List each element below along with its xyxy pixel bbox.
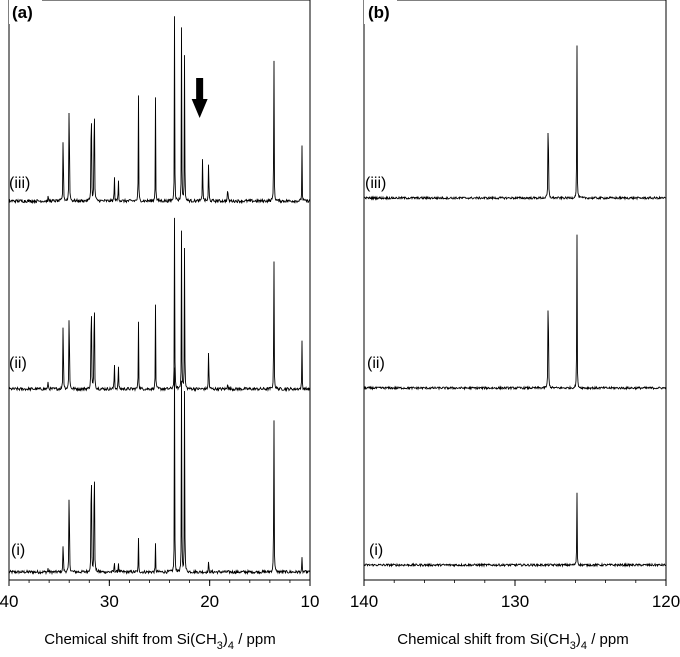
- panel-b-trace-label-iii: (iii): [365, 175, 386, 192]
- panel-a-trace-label-iii: (iii): [9, 175, 30, 192]
- panel-b: (b) (i) (ii) (iii) 140 130 120 Chemical sh…: [350, 0, 680, 652]
- panel-b-spectrum-3: [364, 45, 666, 201]
- panel-b-trace-label-ii: (ii): [367, 355, 385, 372]
- panel-b-x-tick-label-0: 140: [350, 592, 378, 611]
- panel-a-arrow-annotation: [191, 78, 208, 118]
- panel-b-x-tick-label-1: 130: [501, 592, 529, 611]
- panel-a-x-tick-label-3: 10: [301, 592, 320, 611]
- panel-a-x-tick-label-0: 40: [0, 592, 18, 611]
- panel-b-trace-label-i: (i): [369, 542, 383, 559]
- panel-b-x-label-sub1: 3: [570, 640, 576, 652]
- arrow-head: [191, 99, 208, 118]
- arrow-shaft: [196, 78, 204, 100]
- panel-b-spectrum-1: [364, 492, 666, 568]
- panel-a: (a) (i) (ii) (iii) 40 30 20 10 Chemical shi…: [0, 0, 319, 652]
- panel-b-x-label-prefix: Chemical shift from Si(CH: [397, 631, 570, 648]
- panel-a-trace-label-ii: (ii): [9, 355, 27, 372]
- panel-b-spectrum-2: [364, 234, 666, 391]
- panel-a-spectrum-2: [9, 217, 310, 393]
- panel-a-label: (a): [12, 3, 33, 22]
- panel-a-traces: [9, 16, 310, 576]
- panel-a-trace-labels: (i) (ii) (iii): [9, 175, 30, 559]
- panel-a-spectrum-1: [9, 367, 310, 576]
- panel-a-x-label-sub2: 4: [228, 640, 234, 652]
- panel-a-spectrum-3: [9, 16, 310, 205]
- panel-b-label: (b): [368, 3, 390, 22]
- panel-b-x-label-mid: ): [576, 631, 581, 648]
- panel-a-x-axis: 40 30 20 10: [0, 580, 319, 611]
- panel-b-traces: [364, 45, 666, 568]
- panel-b-x-axis: 140 130 120: [350, 580, 680, 611]
- panel-a-frame: [8, 0, 311, 581]
- panel-b-frame: [363, 0, 667, 581]
- panel-b-label-box: [364, 0, 397, 24]
- panel-a-trace-label-i: (i): [11, 542, 25, 559]
- panel-b-x-axis-label: Chemical shift from Si(CH3)4 / ppm: [397, 631, 628, 652]
- panel-b-x-tick-label-2: 120: [652, 592, 680, 611]
- panel-a-x-label-suffix: / ppm: [234, 631, 276, 648]
- panel-a-x-tick-label-1: 30: [100, 592, 119, 611]
- panel-a-x-axis-label: Chemical shift from Si(CH3)4 / ppm: [44, 631, 275, 652]
- panel-b-x-label-sub2: 4: [581, 640, 587, 652]
- panel-b-x-label-suffix: / ppm: [587, 631, 629, 648]
- panel-a-x-label-prefix: Chemical shift from Si(CH: [44, 631, 217, 648]
- panel-a-x-tick-label-2: 20: [200, 592, 219, 611]
- panel-b-trace-labels: (i) (ii) (iii): [365, 175, 386, 559]
- panel-a-x-label-mid: ): [223, 631, 228, 648]
- panel-a-x-label-sub1: 3: [217, 640, 223, 652]
- panel-a-label-box: [9, 0, 42, 24]
